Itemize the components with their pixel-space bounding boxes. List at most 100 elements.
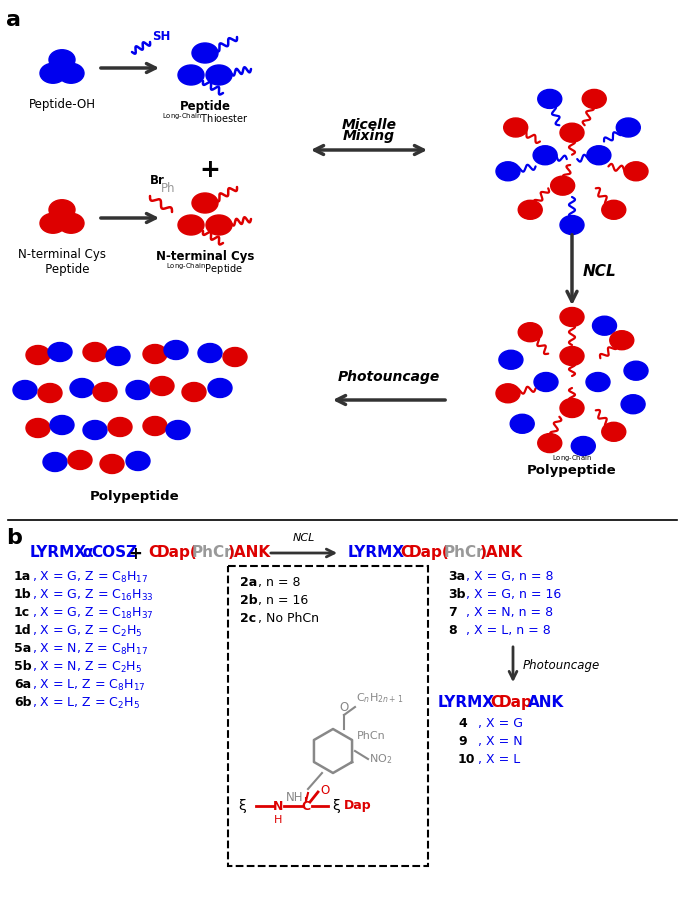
Text: , X = L, Z = C$_{8}$H$_{17}$: , X = L, Z = C$_{8}$H$_{17}$	[32, 678, 145, 693]
Text: LYRMX: LYRMX	[348, 545, 405, 560]
Text: Dap: Dap	[499, 695, 533, 710]
Ellipse shape	[150, 376, 174, 395]
Text: a: a	[6, 10, 21, 30]
Text: 6b: 6b	[14, 696, 32, 709]
Text: 2a: 2a	[240, 576, 258, 589]
Ellipse shape	[533, 145, 557, 165]
Text: PhCn: PhCn	[192, 545, 236, 560]
Ellipse shape	[166, 421, 190, 439]
Text: N-terminal Cys: N-terminal Cys	[155, 250, 254, 263]
Ellipse shape	[551, 177, 575, 195]
Text: NCL: NCL	[583, 264, 616, 279]
Text: PhCn: PhCn	[444, 545, 488, 560]
Text: , n = 8: , n = 8	[258, 576, 301, 589]
Text: α: α	[82, 545, 92, 560]
Ellipse shape	[198, 343, 222, 362]
Ellipse shape	[538, 434, 562, 453]
Ellipse shape	[70, 379, 94, 397]
Text: Polypeptide: Polypeptide	[527, 464, 616, 477]
Ellipse shape	[593, 317, 616, 335]
Text: C: C	[148, 545, 159, 560]
Ellipse shape	[192, 193, 218, 213]
Text: 2c: 2c	[240, 612, 256, 625]
Text: , No PhCn: , No PhCn	[258, 612, 319, 625]
Ellipse shape	[587, 145, 611, 165]
Text: Photouncage: Photouncage	[338, 370, 440, 384]
Ellipse shape	[13, 381, 37, 400]
Text: Br: Br	[150, 174, 165, 187]
Text: 1c: 1c	[14, 606, 30, 619]
Text: O: O	[320, 783, 329, 796]
Text: COSZ: COSZ	[91, 545, 137, 560]
Ellipse shape	[26, 346, 50, 364]
Text: $\mathregular{^{Long\text{-}Chain}}$Peptide: $\mathregular{^{Long\text{-}Chain}}$Pept…	[166, 261, 244, 277]
Text: , X = G, Z = C$_{18}$H$_{37}$: , X = G, Z = C$_{18}$H$_{37}$	[32, 606, 154, 621]
Ellipse shape	[208, 379, 232, 397]
Text: , X = N, Z = C$_{2}$H$_{5}$: , X = N, Z = C$_{2}$H$_{5}$	[32, 660, 142, 675]
Ellipse shape	[50, 415, 74, 435]
Text: $\mathregular{^{Long\text{-}Chain}}$Thioester: $\mathregular{^{Long\text{-}Chain}}$Thio…	[162, 111, 249, 124]
Text: , n = 16: , n = 16	[258, 594, 308, 607]
Ellipse shape	[519, 323, 543, 341]
Text: Peptide-OH: Peptide-OH	[29, 98, 95, 111]
Text: 5a: 5a	[14, 642, 32, 655]
Ellipse shape	[496, 162, 520, 181]
Text: Dap(: Dap(	[157, 545, 198, 560]
Text: N: N	[273, 800, 283, 813]
Text: 9: 9	[458, 735, 466, 748]
Text: , X = G, Z = C$_{2}$H$_{5}$: , X = G, Z = C$_{2}$H$_{5}$	[32, 624, 142, 639]
Ellipse shape	[83, 421, 107, 439]
Text: Micelle: Micelle	[342, 118, 397, 132]
Text: Mixing: Mixing	[343, 129, 395, 143]
Text: 1a: 1a	[14, 570, 32, 583]
Text: SH: SH	[152, 30, 171, 44]
Text: 7: 7	[448, 606, 457, 619]
Text: $\mathregular{^{Long\text{-}Chain}}$: $\mathregular{^{Long\text{-}Chain}}$	[552, 455, 592, 465]
Text: Polypeptide: Polypeptide	[90, 490, 179, 503]
Text: NO$_2$: NO$_2$	[369, 752, 393, 766]
Text: 1d: 1d	[14, 624, 32, 637]
Ellipse shape	[560, 124, 584, 142]
Ellipse shape	[586, 372, 610, 392]
Text: 6a: 6a	[14, 678, 31, 691]
Ellipse shape	[178, 65, 204, 85]
Ellipse shape	[38, 383, 62, 403]
Ellipse shape	[40, 63, 66, 83]
Text: , X = G, Z = C$_{8}$H$_{17}$: , X = G, Z = C$_{8}$H$_{17}$	[32, 570, 148, 585]
Ellipse shape	[223, 348, 247, 367]
Text: +: +	[199, 158, 221, 182]
Text: Peptide: Peptide	[179, 100, 230, 113]
Text: 2b: 2b	[240, 594, 258, 607]
Text: Dap: Dap	[344, 800, 372, 813]
Ellipse shape	[499, 350, 523, 370]
Text: N-terminal Cys
   Peptide: N-terminal Cys Peptide	[18, 248, 106, 276]
Text: , X = N, Z = C$_{8}$H$_{17}$: , X = N, Z = C$_{8}$H$_{17}$	[32, 642, 148, 657]
Ellipse shape	[206, 65, 232, 85]
Ellipse shape	[582, 90, 606, 108]
Text: , X = L, n = 8: , X = L, n = 8	[466, 624, 551, 637]
Text: C: C	[400, 545, 411, 560]
Ellipse shape	[93, 382, 117, 402]
Ellipse shape	[510, 414, 534, 434]
Ellipse shape	[106, 347, 130, 365]
Text: , X = N, n = 8: , X = N, n = 8	[466, 606, 553, 619]
Ellipse shape	[602, 200, 626, 220]
Ellipse shape	[602, 423, 626, 441]
Ellipse shape	[68, 450, 92, 469]
Text: , X = G, n = 8: , X = G, n = 8	[466, 570, 553, 583]
Ellipse shape	[624, 361, 648, 381]
Text: C: C	[301, 800, 310, 813]
Text: H: H	[274, 815, 282, 825]
Ellipse shape	[538, 90, 562, 108]
Text: C$_n$H$_{2n+1}$: C$_n$H$_{2n+1}$	[356, 691, 403, 705]
Text: LYRMX: LYRMX	[30, 545, 87, 560]
Text: 5b: 5b	[14, 660, 32, 673]
Ellipse shape	[58, 213, 84, 233]
Text: , X = G, Z = C$_{16}$H$_{33}$: , X = G, Z = C$_{16}$H$_{33}$	[32, 588, 154, 603]
Text: 1b: 1b	[14, 588, 32, 601]
Text: , X = N: , X = N	[478, 735, 523, 748]
Text: 3a: 3a	[448, 570, 465, 583]
Text: 3b: 3b	[448, 588, 466, 601]
Ellipse shape	[182, 382, 206, 402]
Text: , X = L: , X = L	[478, 753, 520, 766]
